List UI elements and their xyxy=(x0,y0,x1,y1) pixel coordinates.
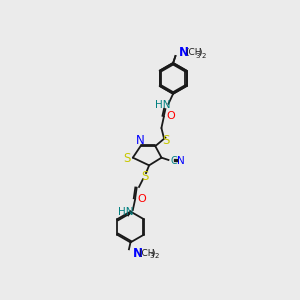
Text: HN: HN xyxy=(118,207,134,217)
Text: O: O xyxy=(138,194,146,204)
Text: S: S xyxy=(163,134,170,147)
Text: HN: HN xyxy=(154,100,170,110)
Text: N: N xyxy=(133,247,143,260)
Text: 2: 2 xyxy=(154,253,159,259)
Text: S: S xyxy=(124,152,131,165)
Text: 3: 3 xyxy=(149,253,154,259)
Text: ): ) xyxy=(152,249,155,258)
Text: (CH: (CH xyxy=(185,48,201,57)
Text: O: O xyxy=(167,111,175,121)
Text: N: N xyxy=(177,156,185,166)
Text: (CH: (CH xyxy=(138,249,155,258)
Text: C: C xyxy=(170,156,177,166)
Text: N: N xyxy=(136,134,145,147)
Text: 2: 2 xyxy=(201,53,206,59)
Text: 3: 3 xyxy=(196,53,200,59)
Text: S: S xyxy=(141,169,148,183)
Text: ): ) xyxy=(198,48,201,57)
Text: N: N xyxy=(179,46,189,59)
